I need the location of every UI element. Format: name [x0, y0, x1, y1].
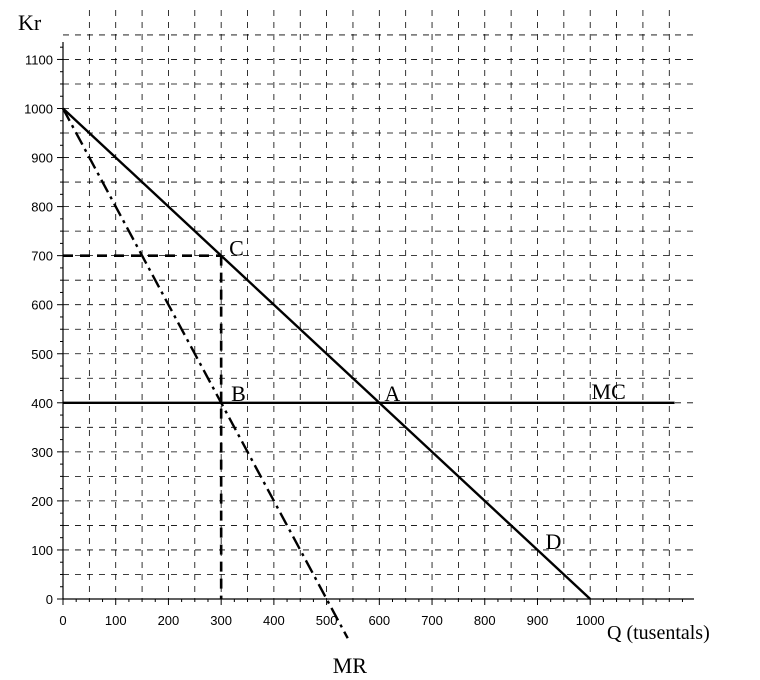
y-tick-label: 0 — [46, 592, 53, 607]
x-tick-label: 500 — [316, 613, 338, 628]
x-tick-label: 600 — [368, 613, 390, 628]
y-tick-label: 600 — [31, 298, 53, 313]
annotation-c: C — [229, 236, 244, 261]
annotation-mc: MC — [592, 379, 626, 404]
annotation-d: D — [545, 529, 561, 554]
x-tick-label: 800 — [474, 613, 496, 628]
x-tick-label: 300 — [210, 613, 232, 628]
series-line-mr — [61, 107, 349, 639]
y-tick-label: 700 — [31, 249, 53, 264]
x-tick-label: 400 — [263, 613, 285, 628]
x-tick-label: 100 — [105, 613, 127, 628]
series-line-d — [62, 107, 592, 600]
x-tick-label: 1000 — [576, 613, 605, 628]
x-tick-label: 700 — [421, 613, 443, 628]
annotation-b: B — [231, 381, 246, 406]
y-tick-label: 900 — [31, 151, 53, 166]
y-tick-label: 300 — [31, 445, 53, 460]
y-tick-label: 1100 — [25, 52, 53, 67]
x-axis-label: Q (tusentals) — [607, 622, 710, 644]
y-tick-label: 800 — [31, 200, 53, 215]
x-tick-label: 200 — [158, 613, 180, 628]
y-axis-label: Kr — [18, 10, 42, 35]
x-tick-label: 900 — [527, 613, 549, 628]
y-tick-label: 100 — [31, 543, 53, 558]
y-tick-label: 500 — [31, 347, 53, 362]
y-tick-label: 400 — [31, 396, 53, 411]
series — [61, 107, 675, 639]
labels: C B A D MC MR — [229, 236, 626, 679]
x-tick-label: 0 — [59, 613, 66, 628]
y-tick-label: 1000 — [24, 102, 53, 117]
grid — [63, 10, 694, 599]
annotation-mr: MR — [333, 653, 368, 678]
y-tick-label: 200 — [31, 494, 53, 509]
annotation-a: A — [384, 381, 400, 406]
axes: 0 100 200 300 400 500 600 700 800 900 1000 1100 0 100… — [24, 42, 694, 628]
